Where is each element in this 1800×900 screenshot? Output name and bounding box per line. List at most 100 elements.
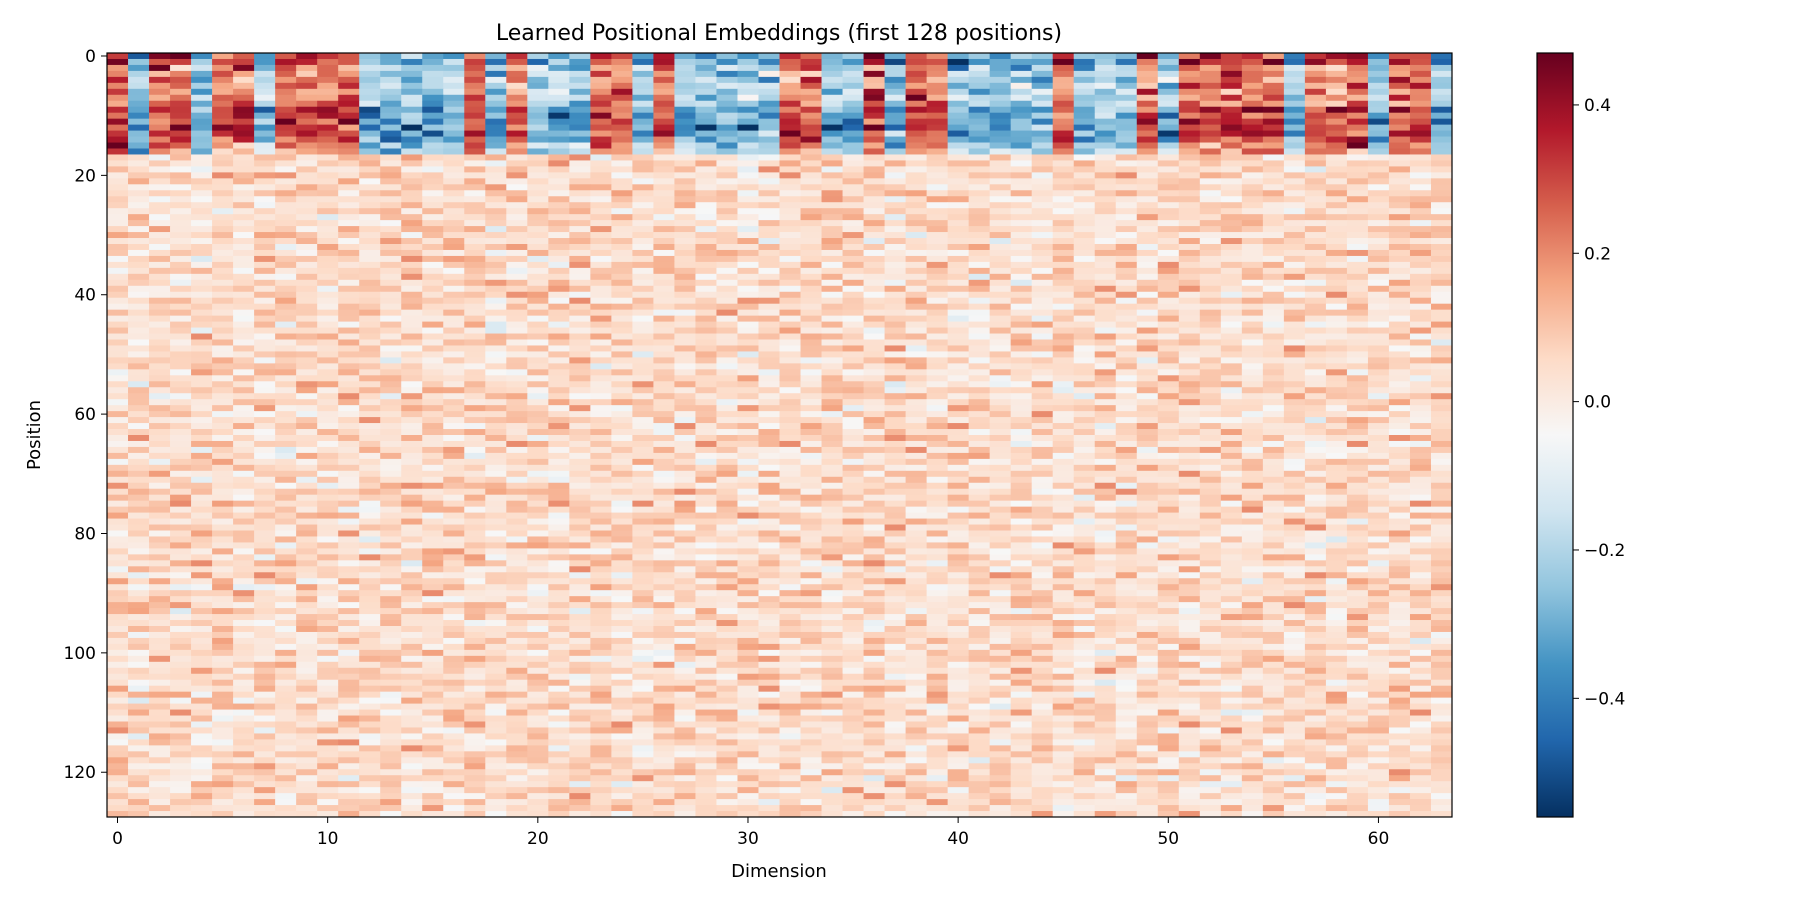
heatmap-cell bbox=[1094, 482, 1117, 490]
heatmap-cell bbox=[1367, 53, 1390, 60]
heatmap-cell bbox=[212, 494, 234, 502]
heatmap-cell bbox=[149, 94, 171, 102]
heatmap-cell bbox=[128, 345, 150, 352]
heatmap-cell bbox=[968, 440, 991, 448]
heatmap-cell bbox=[1430, 53, 1453, 60]
heatmap-cell bbox=[737, 476, 759, 484]
heatmap-cell bbox=[1157, 178, 1180, 185]
heatmap-cell bbox=[1157, 154, 1180, 161]
heatmap-cell bbox=[1409, 315, 1432, 322]
heatmap-cell bbox=[695, 112, 717, 120]
heatmap-cell bbox=[254, 435, 276, 442]
heatmap-cell bbox=[569, 417, 591, 424]
heatmap-cell bbox=[548, 506, 570, 513]
heatmap-cell bbox=[842, 214, 864, 221]
heatmap-cell bbox=[128, 76, 150, 84]
heatmap-cell bbox=[905, 309, 928, 317]
heatmap-cell bbox=[128, 411, 150, 418]
heatmap-cell bbox=[443, 70, 465, 78]
heatmap-cell bbox=[632, 452, 654, 460]
heatmap-cell bbox=[1073, 82, 1096, 90]
heatmap-cell bbox=[989, 357, 1012, 364]
heatmap-cell bbox=[1346, 82, 1369, 90]
heatmap-cell bbox=[1430, 130, 1453, 137]
heatmap-cell bbox=[338, 154, 360, 161]
heatmap-cell bbox=[569, 166, 591, 173]
heatmap-cell bbox=[527, 381, 549, 388]
heatmap-cell bbox=[1409, 303, 1432, 311]
heatmap-cell bbox=[1325, 160, 1348, 167]
heatmap-cell bbox=[128, 285, 150, 293]
heatmap-cell bbox=[170, 172, 192, 179]
heatmap-cell bbox=[401, 512, 423, 519]
heatmap-cell bbox=[149, 148, 171, 155]
heatmap-cell bbox=[926, 100, 949, 108]
heatmap-cell bbox=[1178, 232, 1201, 239]
heatmap-cell bbox=[590, 494, 612, 502]
heatmap-cell bbox=[779, 393, 801, 400]
heatmap-cell bbox=[653, 482, 675, 490]
heatmap-cell bbox=[674, 429, 696, 436]
heatmap-cell bbox=[1010, 88, 1033, 96]
heatmap-cell bbox=[590, 393, 612, 400]
heatmap-cell bbox=[1430, 64, 1453, 72]
heatmap-cell bbox=[1178, 351, 1201, 358]
heatmap-cell bbox=[191, 88, 213, 96]
heatmap-cell bbox=[401, 423, 423, 430]
heatmap-cell bbox=[1304, 452, 1327, 460]
heatmap-cell bbox=[1157, 184, 1180, 191]
heatmap-cell bbox=[464, 429, 486, 436]
heatmap-cell bbox=[716, 244, 738, 251]
heatmap-cell bbox=[464, 309, 486, 317]
heatmap-cell bbox=[317, 184, 339, 191]
heatmap-cell bbox=[401, 154, 423, 161]
heatmap-cell bbox=[1325, 446, 1348, 454]
heatmap-cell bbox=[1325, 405, 1348, 412]
heatmap-cell bbox=[1430, 393, 1453, 400]
heatmap-cell bbox=[611, 255, 633, 263]
heatmap-cell bbox=[1199, 488, 1222, 496]
heatmap-cell bbox=[674, 202, 696, 209]
heatmap-cell bbox=[1262, 363, 1285, 370]
heatmap-cell bbox=[212, 64, 234, 72]
heatmap-cell bbox=[863, 291, 885, 299]
heatmap-cell bbox=[380, 309, 402, 317]
heatmap-cell bbox=[1262, 148, 1285, 155]
heatmap-cell bbox=[464, 53, 486, 60]
heatmap-cell bbox=[527, 226, 549, 233]
heatmap-cell bbox=[821, 124, 843, 131]
heatmap-cell bbox=[1199, 148, 1222, 155]
heatmap-cell bbox=[1325, 458, 1348, 466]
heatmap-cell bbox=[989, 435, 1012, 442]
heatmap-cell bbox=[989, 297, 1012, 305]
heatmap-cell bbox=[1094, 297, 1117, 305]
heatmap-cell bbox=[149, 464, 171, 472]
heatmap-cell bbox=[464, 273, 486, 281]
heatmap-cell bbox=[569, 315, 591, 322]
heatmap-cell bbox=[380, 202, 402, 209]
heatmap-cell bbox=[1367, 160, 1390, 167]
heatmap-cell bbox=[653, 458, 675, 466]
heatmap-cell bbox=[275, 94, 297, 102]
heatmap-cell bbox=[548, 232, 570, 239]
heatmap-cell bbox=[1010, 393, 1033, 400]
heatmap-cell bbox=[1073, 315, 1096, 322]
heatmap-cell bbox=[170, 429, 192, 436]
heatmap-cell bbox=[1388, 351, 1411, 358]
heatmap-cell bbox=[527, 446, 549, 454]
heatmap-cell bbox=[317, 309, 339, 317]
heatmap-cell bbox=[1304, 172, 1327, 179]
heatmap-cell bbox=[107, 464, 129, 472]
heatmap-cell bbox=[212, 411, 234, 418]
heatmap-cell bbox=[1304, 64, 1327, 72]
heatmap-cell bbox=[569, 226, 591, 233]
heatmap-cell bbox=[254, 208, 276, 215]
heatmap-cell bbox=[653, 76, 675, 84]
heatmap-cell bbox=[905, 142, 928, 149]
heatmap-cell bbox=[989, 82, 1012, 90]
heatmap-cell bbox=[1220, 273, 1243, 281]
heatmap-cell bbox=[968, 58, 991, 66]
heatmap-cell bbox=[254, 154, 276, 161]
heatmap-cell bbox=[401, 190, 423, 197]
heatmap-cell bbox=[1178, 106, 1201, 114]
